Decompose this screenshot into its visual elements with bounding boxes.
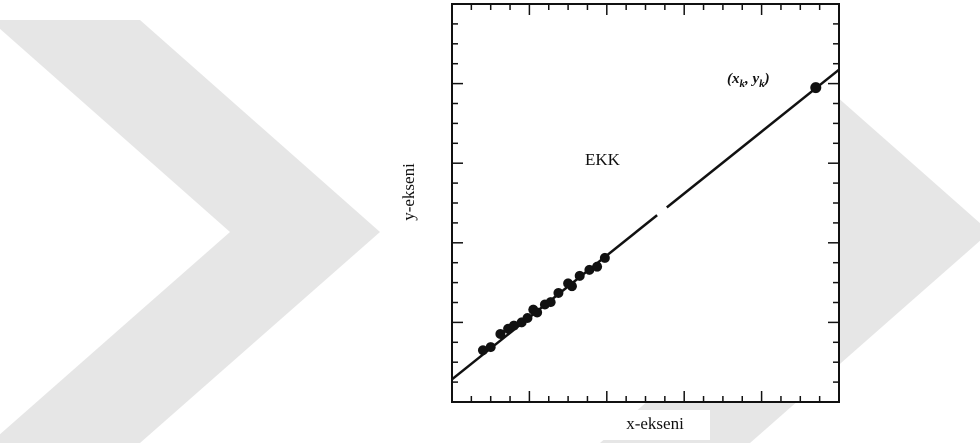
label-part-x: (x <box>727 71 740 87</box>
data-point <box>495 328 506 339</box>
data-point <box>584 264 595 275</box>
data-point <box>485 342 496 353</box>
highlight-point-label: (xk, yk) <box>727 71 770 90</box>
watermark-chevron-left <box>0 20 380 443</box>
data-point <box>508 320 519 331</box>
fit-line-label: EKK <box>585 150 621 169</box>
label-subscript-k2: k <box>759 78 765 90</box>
x-axis-label-text: x-ekseni <box>626 414 684 433</box>
plot-frame <box>451 3 840 403</box>
xlabel-background <box>600 410 710 440</box>
label-part-close: ) <box>763 71 770 87</box>
data-point <box>574 270 585 281</box>
data-points <box>477 82 822 356</box>
label-subscript-k1: k <box>740 78 746 90</box>
data-point <box>553 287 564 298</box>
data-point <box>545 297 556 308</box>
data-point <box>532 307 543 318</box>
y-axis-label: y-ekseni <box>399 163 418 221</box>
data-point <box>477 345 488 356</box>
plot-background <box>452 4 839 402</box>
data-point <box>599 252 610 263</box>
x-axis-label: x-ekseni <box>626 414 684 433</box>
data-point <box>592 261 603 272</box>
highlight-point <box>810 82 822 94</box>
ylabel-background <box>388 95 432 235</box>
fit-line-gap <box>655 205 669 217</box>
data-point <box>566 281 577 292</box>
data-point <box>522 313 533 324</box>
label-part-y: , y <box>744 71 760 87</box>
